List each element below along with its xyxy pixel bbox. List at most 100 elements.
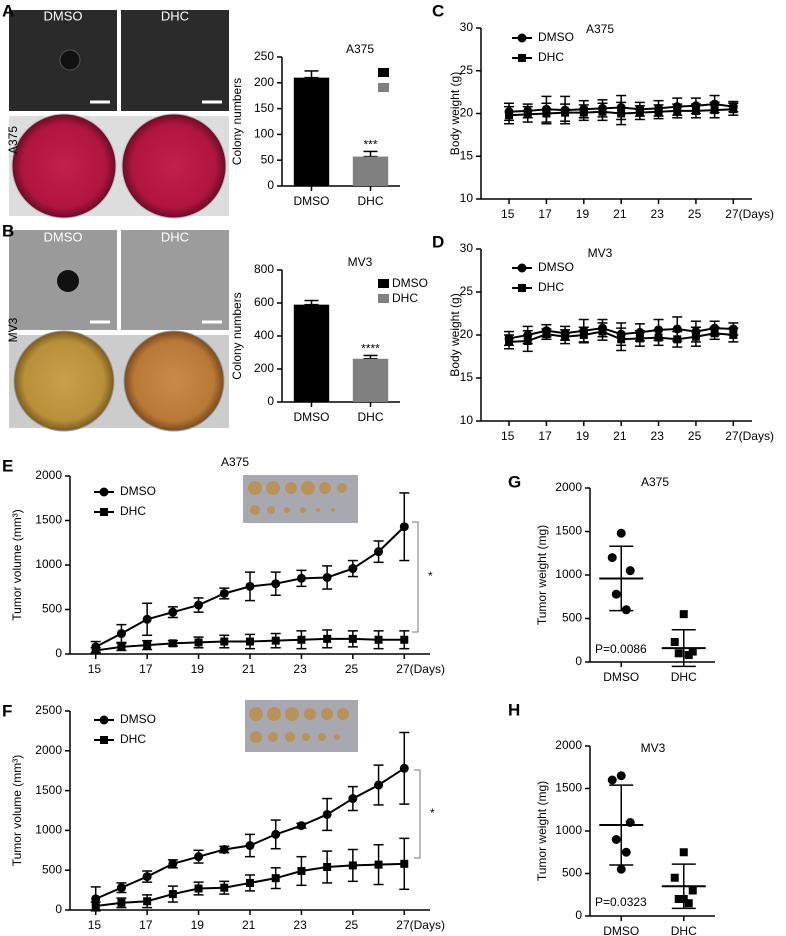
y-tick-label: 30 [460, 20, 474, 34]
x-tick-label: 15 [88, 918, 102, 932]
x-tick-label: 23 [293, 662, 307, 676]
data-point [271, 829, 281, 839]
y-tick-label: 50 [261, 152, 275, 166]
y-tick-label: 1500 [555, 781, 582, 795]
x-tick-label: 17 [538, 429, 552, 443]
data-point [674, 895, 683, 903]
chart-title: MV3 [641, 741, 666, 755]
y-tick-label: 0 [267, 394, 274, 408]
x-tick-label: 17 [139, 662, 153, 676]
image-label: DMSO [44, 8, 83, 23]
data-point [322, 572, 332, 582]
data-point [673, 106, 682, 115]
x-tick-label: 19 [191, 918, 205, 932]
data-point [348, 564, 358, 574]
legend-swatch [378, 68, 389, 77]
y-tick-label: 0 [55, 902, 62, 916]
data-point [679, 610, 688, 619]
data-point [598, 107, 607, 116]
image-label: DHC [161, 229, 189, 244]
data-point [271, 874, 280, 883]
x-tick-label: 21 [613, 207, 627, 221]
data-point [607, 775, 617, 785]
data-point [116, 883, 126, 893]
data-point [688, 886, 697, 895]
chart-title: A375 [346, 42, 374, 56]
x-tick-label: 19 [576, 207, 590, 221]
data-point [143, 897, 152, 906]
data-point [635, 108, 644, 117]
panel-letter: G [508, 472, 521, 491]
data-point [374, 860, 383, 869]
data-point [297, 635, 306, 644]
data-point [542, 330, 551, 339]
dish [13, 330, 115, 432]
dish [121, 113, 227, 219]
x-tick-label: 25 [688, 207, 702, 221]
significance: * [428, 569, 433, 583]
y-tick-label: 15 [460, 370, 474, 384]
legend-label: DMSO [120, 712, 156, 726]
panel-letter: A [2, 1, 14, 20]
data-point [617, 335, 626, 344]
legend-label: DHC [120, 504, 146, 518]
significance-bracket [412, 521, 419, 633]
image-label: DHC [161, 8, 189, 23]
legend-marker [99, 487, 109, 497]
significance: **** [361, 342, 380, 356]
y-tick-label: 0 [575, 654, 582, 668]
y-tick-label: 20 [460, 106, 474, 120]
data-point [219, 588, 229, 598]
data-point [168, 859, 178, 869]
data-point [194, 884, 203, 893]
data-point [142, 872, 152, 882]
bar [352, 156, 389, 186]
data-point [168, 639, 177, 648]
x-tick-label: 23 [293, 918, 307, 932]
data-point [271, 579, 281, 589]
data-point [117, 898, 126, 907]
data-point [625, 566, 635, 576]
data-point [194, 852, 204, 862]
y-tick-label: 500 [42, 862, 62, 876]
data-point [91, 902, 100, 911]
data-point [505, 337, 514, 346]
data-point [729, 105, 738, 114]
legend-marker [517, 263, 527, 273]
significance: * [430, 806, 435, 820]
y-tick-label: 2000 [555, 738, 582, 752]
data-point [296, 573, 306, 583]
y-tick-label: 600 [254, 295, 274, 309]
legend-marker [518, 284, 526, 292]
data-point [219, 845, 229, 855]
bar [293, 304, 330, 402]
data-point [691, 332, 700, 341]
panel-letter: C [432, 1, 444, 20]
data-point [617, 109, 626, 118]
data-point [579, 331, 588, 339]
chart-title: MV3 [588, 246, 613, 260]
legend-label: DHC [538, 50, 564, 64]
legend-swatch [378, 294, 389, 303]
data-point [561, 108, 570, 117]
data-point [245, 841, 255, 851]
data-point [296, 821, 306, 831]
data-point [374, 635, 383, 644]
chart-title: A375 [221, 455, 249, 469]
micrograph [121, 10, 229, 111]
y-tick-label: 30 [460, 241, 474, 255]
y-tick-label: 2000 [35, 743, 62, 757]
tumors [248, 481, 349, 743]
image-label: DMSO [44, 229, 83, 244]
y-axis-label: Colony numbers [230, 78, 244, 165]
data-point [374, 780, 384, 790]
micrograph [121, 230, 229, 330]
data-point [116, 629, 126, 639]
panel-letter: E [2, 456, 13, 475]
data-point [691, 106, 700, 115]
legend-label: DHC [120, 732, 146, 746]
data-point [684, 899, 693, 908]
y-tick-label: 250 [254, 49, 274, 63]
y-tick-label: 100 [254, 127, 274, 141]
